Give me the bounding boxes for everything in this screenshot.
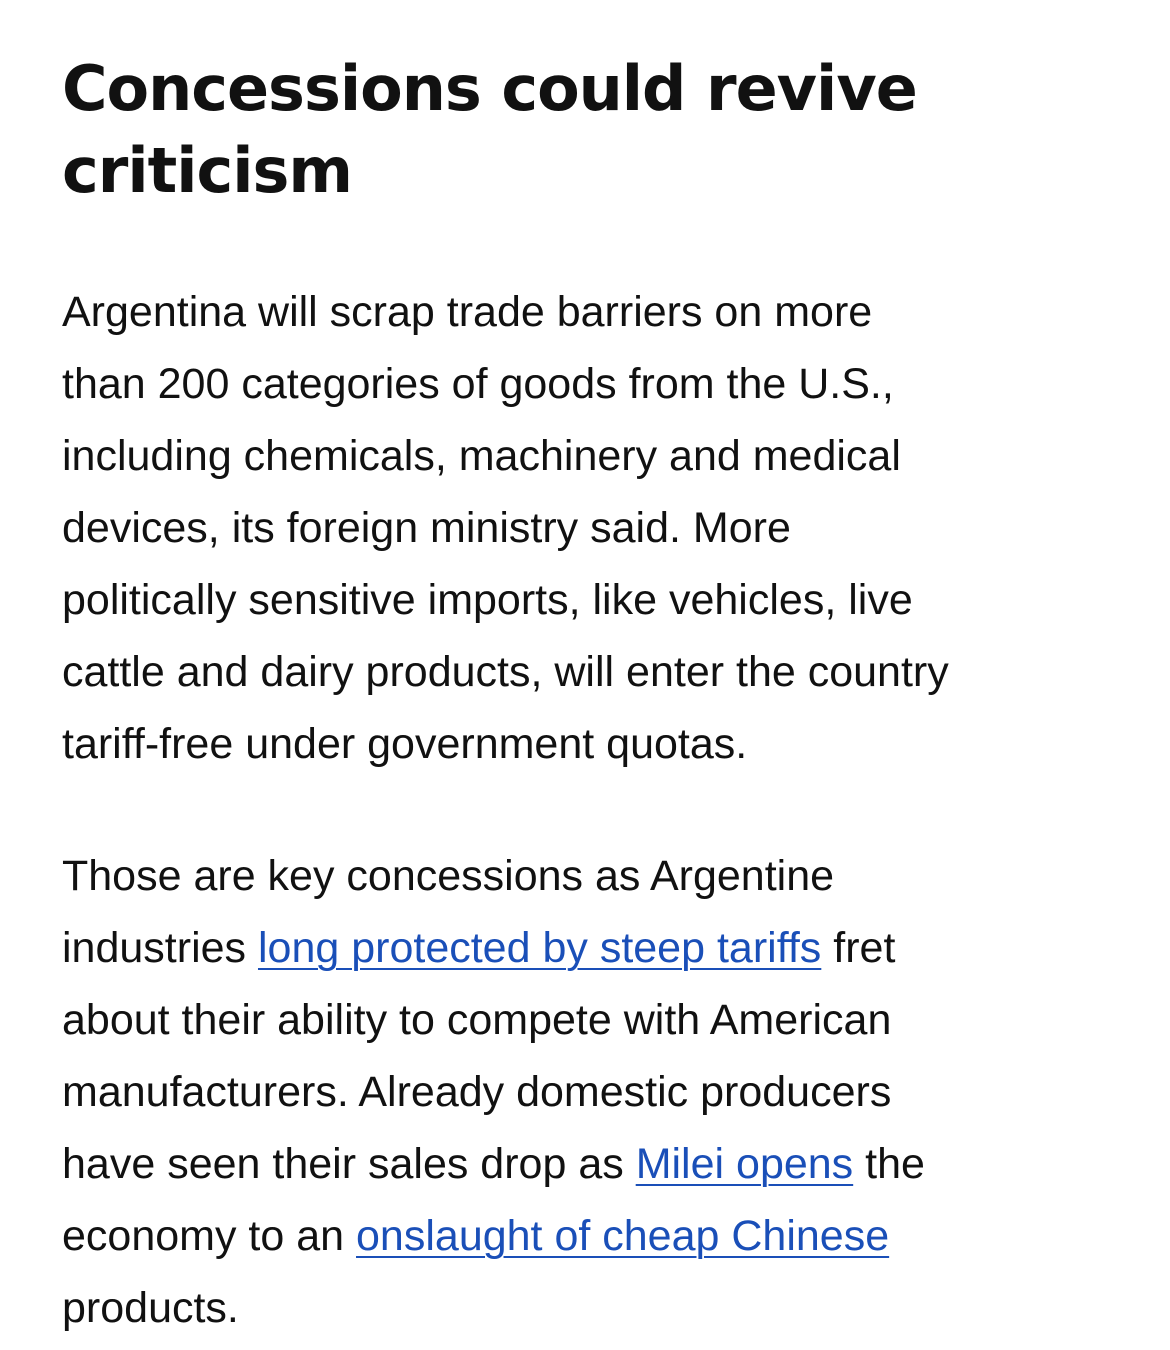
text-line: Those are key concessions as Argentine — [62, 852, 835, 900]
text-line: economy to an onslaught of cheap Chinese — [62, 1200, 925, 1272]
paragraph-trade-barriers: Argentina will scrap trade barriers on m… — [62, 276, 949, 780]
text-line: manufacturers. Already domestic producer… — [62, 1068, 892, 1116]
paragraph-concessions: Those are key concessions as Argentine i… — [62, 840, 925, 1344]
heading-line: criticism — [62, 134, 353, 207]
text-segment: have seen their sales drop as — [62, 1140, 636, 1188]
text-line: tariff-free under government quotas. — [62, 720, 748, 768]
text-segment: industries — [62, 924, 258, 972]
text-line: than 200 categories of goods from the U.… — [62, 360, 894, 408]
section-heading: Concessions could revive criticism — [62, 48, 918, 212]
text-line: cattle and dairy products, will enter th… — [62, 648, 949, 696]
link-long-protected-by-steep-tariffs[interactable]: long protected by steep tariffs — [257, 924, 822, 972]
text-line: politically sensitive imports, like vehi… — [62, 576, 913, 624]
text-line: industries long protected by steep tarif… — [62, 912, 925, 984]
text-line: about their ability to compete with Amer… — [62, 996, 892, 1044]
link-milei-opens[interactable]: Milei opens — [635, 1140, 854, 1188]
heading-line: Concessions could revive — [62, 52, 918, 125]
text-line: products. — [62, 1284, 239, 1332]
text-line: devices, its foreign ministry said. More — [62, 504, 791, 552]
text-line: have seen their sales drop as Milei open… — [62, 1128, 925, 1200]
link-onslaught-of-cheap-chinese[interactable]: onslaught of cheap Chinese — [356, 1212, 890, 1260]
text-line: including chemicals, machinery and medic… — [62, 432, 901, 480]
text-segment: economy to an — [62, 1212, 357, 1260]
text-line: Argentina will scrap trade barriers on m… — [62, 288, 873, 336]
text-segment: fret — [821, 924, 896, 972]
text-segment: the — [853, 1140, 925, 1188]
